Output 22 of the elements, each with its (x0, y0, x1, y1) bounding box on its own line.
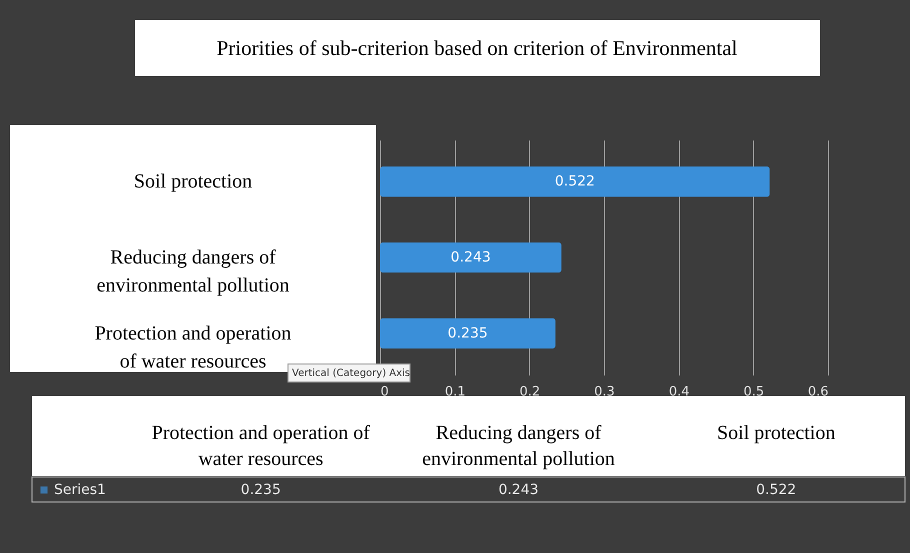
text: 0.235 (240, 482, 281, 498)
x-tick-label: 0.4 (668, 384, 690, 400)
data-label: 0.243 (450, 250, 491, 266)
x-tick-label: 0 (380, 384, 389, 400)
y-tick-label: Soil protection (134, 170, 252, 193)
x-tick-label: 0.2 (519, 384, 540, 400)
category-label: Reducing dangers of environmental pollution (422, 422, 615, 470)
x-tick-label: 0.3 (594, 384, 615, 400)
text: 0.522 (756, 482, 796, 498)
chart-title: Priorities of sub-criterion based on criterion of Environmental (216, 36, 738, 60)
y-tick-label: Reducing dangers of environmental pollution (96, 246, 290, 296)
annotation: Vertical (Category) Axis (292, 368, 410, 379)
data-label: 0.522 (554, 174, 595, 190)
category-label: Protection and operation of water resources (152, 422, 370, 470)
x-tick-label: 0.5 (743, 384, 764, 400)
legend-label: Series1 (54, 482, 106, 498)
data-label: 0.235 (448, 325, 488, 342)
category-label: Soil protection (717, 422, 836, 444)
x-tick-label: 0.1 (444, 384, 466, 400)
text: 0.243 (498, 482, 539, 498)
x-tick-label: 0.6 (808, 384, 828, 400)
y-tick-label: Protection and operation of water resources (94, 322, 292, 372)
